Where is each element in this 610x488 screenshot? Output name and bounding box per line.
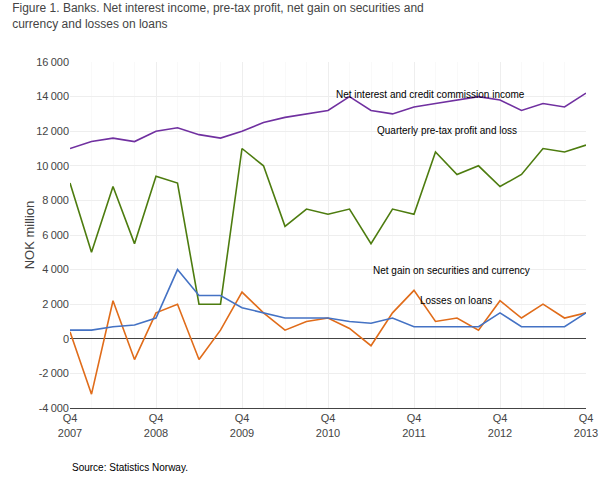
svg-text:Q42007: Q42007 — [58, 412, 82, 438]
svg-text:NOK million: NOK million — [22, 201, 37, 270]
svg-text:Net interest and credit commis: Net interest and credit commission incom… — [336, 89, 525, 100]
svg-text:8 000: 8 000 — [42, 194, 69, 206]
svg-text:6 000: 6 000 — [42, 229, 69, 241]
svg-text:16 000: 16 000 — [36, 56, 69, 68]
svg-text:Losses on loans: Losses on loans — [420, 295, 492, 306]
svg-text:Quarterly pre-tax profit and l: Quarterly pre-tax profit and loss — [377, 125, 517, 136]
svg-text:-2 000: -2 000 — [39, 367, 69, 379]
svg-text:4 000: 4 000 — [42, 263, 69, 275]
svg-text:Net gain on securities and cur: Net gain on securities and currency — [373, 265, 530, 276]
svg-text:Q42008: Q42008 — [144, 412, 168, 438]
svg-text:-4 000: -4 000 — [39, 402, 69, 414]
svg-text:14 000: 14 000 — [36, 90, 69, 102]
svg-text:Q42011: Q42011 — [402, 412, 426, 438]
svg-text:Q42013: Q42013 — [574, 412, 598, 438]
svg-text:12 000: 12 000 — [36, 125, 69, 137]
svg-text:Q42009: Q42009 — [230, 412, 254, 438]
svg-text:Source: Statistics Norway.: Source: Statistics Norway. — [72, 462, 188, 473]
svg-text:Figure 1. Banks. Net interest: Figure 1. Banks. Net interest income, pr… — [12, 1, 424, 31]
svg-text:0: 0 — [63, 333, 69, 345]
svg-text:Q42012: Q42012 — [488, 412, 512, 438]
svg-text:2 000: 2 000 — [42, 298, 69, 310]
svg-text:10 000: 10 000 — [36, 160, 69, 172]
svg-text:Q42010: Q42010 — [316, 412, 340, 438]
